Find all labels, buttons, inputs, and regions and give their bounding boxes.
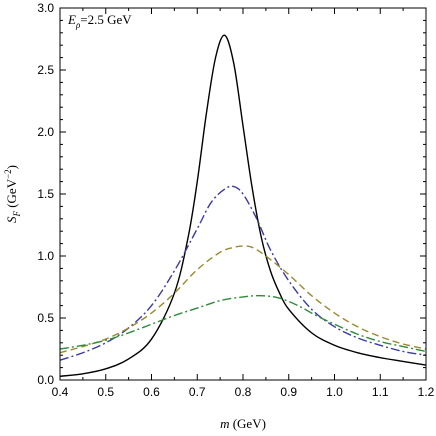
x-tick-label: 1.1	[372, 385, 389, 399]
x-tick-label: 0.9	[280, 385, 297, 399]
x-tick-label: 0.6	[143, 385, 160, 399]
y-axis-title: SF (GeV−2)	[3, 165, 22, 223]
series-line-4	[59, 294, 427, 353]
x-tick-label: 0.7	[189, 385, 206, 399]
x-tick-label: 0.4	[52, 385, 69, 399]
y-tick-label: 1.5	[37, 187, 54, 201]
curves	[59, 34, 427, 377]
y-tick-label: 3.0	[37, 1, 54, 15]
energy-annotation: Eρ=2.5 GeV	[67, 12, 132, 30]
plot-frame	[59, 7, 427, 381]
y-tick-label: 0.5	[37, 311, 54, 325]
x-axis-title: m (GeV)	[220, 416, 266, 431]
series-line-2	[59, 185, 427, 361]
series-line-3	[59, 245, 427, 354]
x-tick-label: 1.0	[326, 385, 343, 399]
x-tick-label: 0.5	[97, 385, 114, 399]
ticks: 0.4 0.5 0.6 0.7 0.8 0.9 1.0 1.1 1.2 0.0 0.5 1.0 1.5 2…	[37, 1, 434, 399]
y-tick-label: 1.0	[37, 249, 54, 263]
y-tick-label: 0.0	[37, 373, 54, 387]
series-line-1	[59, 34, 427, 377]
x-tick-label: 1.2	[418, 385, 435, 399]
y-tick-label: 2.5	[37, 63, 54, 77]
y-tick-label: 2.0	[37, 125, 54, 139]
x-tick-label: 0.8	[235, 385, 252, 399]
